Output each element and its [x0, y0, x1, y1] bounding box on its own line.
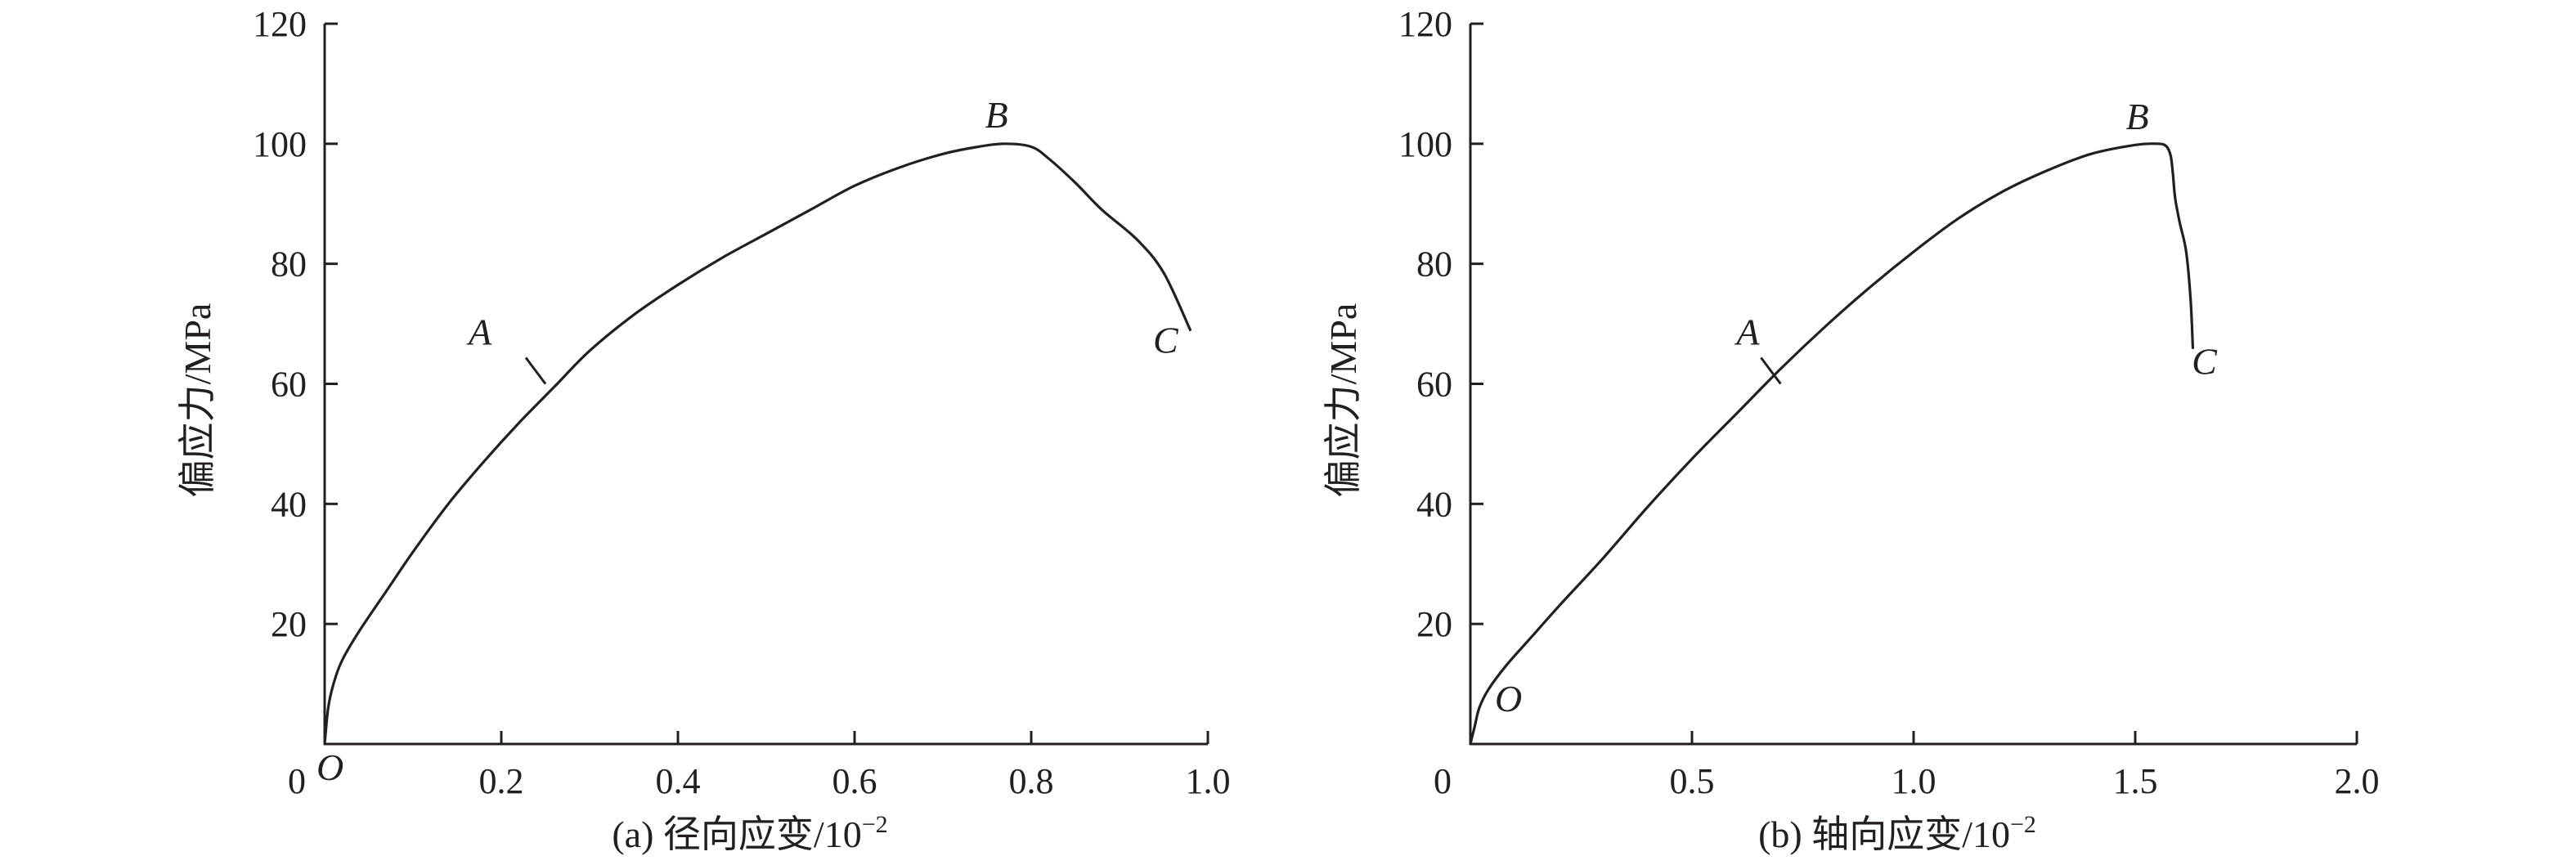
y-axis-title: 偏应力/MPa [1322, 303, 1364, 498]
y-tick-label: 40 [271, 484, 307, 524]
panel-a-radial-strain: 20 40 60 80 100 120 0 0.2 0.4 0.6 0.8 1.0 偏应力/MPa (a)… [177, 4, 1231, 855]
y-tick-label: 20 [271, 604, 307, 644]
point-label-a: A [1734, 311, 1760, 353]
point-a-leader [524, 356, 547, 385]
point-label-c: C [1153, 319, 1179, 361]
x-axis-title-exponent: −2 [2010, 811, 2036, 838]
y-tick-label: 40 [1416, 484, 1452, 524]
point-label-o: O [1495, 678, 1522, 719]
point-label-b: B [2125, 96, 2148, 137]
x-tick-label: 1.0 [1892, 761, 1936, 801]
x-axis-title: (b) 轴向应变/10−2 [1758, 811, 2036, 855]
x-tick-label: 2.0 [2335, 761, 2380, 801]
y-axis-title: 偏应力/MPa [177, 303, 218, 498]
x-tick-label: 0.8 [1009, 761, 1054, 801]
point-a-leader [1760, 356, 1782, 385]
x-axis-title: (a) 径向应变/10−2 [612, 811, 887, 855]
x-tick-label: 0.5 [1670, 761, 1715, 801]
y-tick-label: 100 [1398, 124, 1452, 164]
y-tick-label: 80 [271, 244, 307, 285]
y-tick-label: 60 [271, 365, 307, 405]
stress-strain-curve [323, 142, 1192, 746]
point-label-a: A [466, 311, 492, 353]
x-axis-title-text: (b) 轴向应变/10 [1758, 813, 2010, 855]
x-tick-label: 0 [288, 761, 306, 801]
point-label-b: B [985, 94, 1008, 136]
x-tick-label: 0 [1434, 761, 1452, 801]
x-tick-label: 0.4 [656, 761, 701, 801]
x-tick-label: 0.6 [832, 761, 877, 801]
y-tick-label: 120 [1398, 4, 1452, 44]
panel-b-axial-strain: 20 40 60 80 100 120 0 0.5 1.0 1.5 2.0 偏应力/MPa (b) 轴向… [1322, 4, 2380, 855]
x-axis-title-exponent: −2 [862, 811, 888, 838]
stress-strain-curve [1469, 142, 2195, 746]
y-tick-label: 100 [253, 124, 307, 164]
point-label-c: C [2192, 340, 2218, 382]
x-axis-title-text: (a) 径向应变/10 [612, 813, 861, 855]
x-tick-label: 0.2 [479, 761, 524, 801]
y-tick-label: 120 [253, 4, 307, 44]
y-tick-label: 20 [1416, 604, 1452, 644]
y-tick-label: 60 [1416, 365, 1452, 405]
x-tick-label: 1.5 [2113, 761, 2158, 801]
point-label-o: O [316, 746, 343, 788]
x-tick-label: 1.0 [1186, 761, 1231, 801]
y-tick-label: 80 [1416, 244, 1452, 285]
